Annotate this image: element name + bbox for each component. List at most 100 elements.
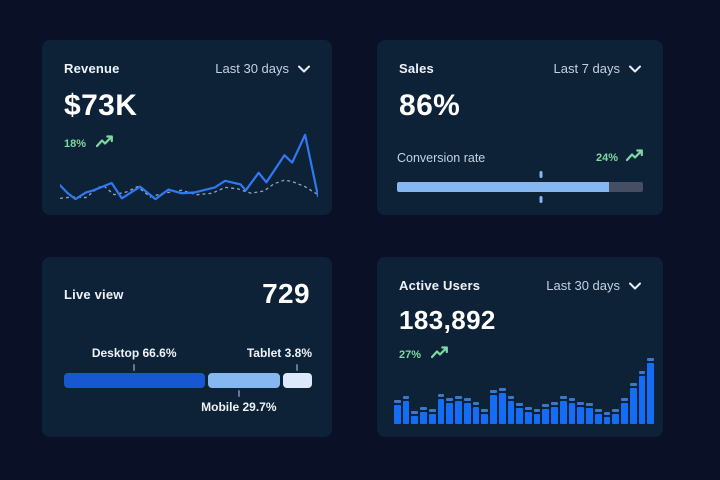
live-view-card: Live view 729 Desktop 66.6% Tablet 3.8% … — [42, 257, 332, 437]
user-bar — [455, 396, 462, 424]
user-bar-body — [577, 406, 585, 424]
user-bar — [472, 401, 480, 424]
user-bar-body — [559, 400, 567, 424]
user-bar-body — [516, 407, 524, 424]
user-bar-body — [428, 413, 436, 424]
device-segment-tablet — [282, 373, 312, 388]
user-bar-cap — [428, 408, 436, 412]
trend-up-icon — [625, 149, 643, 167]
active-users-period-label: Last 30 days — [546, 278, 620, 293]
user-bar — [394, 399, 401, 424]
user-bar-cap — [507, 395, 515, 399]
active-users-card: Active Users Last 30 days 183,892 27% — [377, 257, 663, 437]
user-bar — [638, 371, 646, 424]
user-bar-body — [498, 392, 506, 424]
user-bar-body — [594, 414, 602, 424]
live-view-title: Live view — [64, 286, 124, 302]
user-bar-cap — [638, 371, 646, 375]
user-bar — [420, 406, 427, 424]
user-bar-body — [612, 413, 620, 424]
user-bar-cap — [647, 358, 655, 361]
user-bar-cap — [394, 399, 401, 403]
user-bar-body — [603, 417, 611, 424]
segment-label-tablet: Tablet 3.8% — [246, 346, 312, 360]
user-bar-body — [481, 414, 489, 424]
user-bar-body — [437, 398, 445, 424]
user-bar-cap — [621, 397, 628, 401]
device-split-bottom-ticks — [64, 390, 312, 397]
conversion-progress-fill — [397, 182, 609, 192]
active-users-period-dropdown[interactable]: Last 30 days — [546, 278, 641, 293]
user-bar-body — [621, 402, 628, 424]
sales-change-percent: 24% — [595, 152, 618, 164]
user-bar-cap — [568, 398, 576, 402]
user-bar-cap — [420, 406, 427, 410]
user-bar-body — [568, 403, 576, 424]
user-bar-cap — [446, 398, 454, 402]
user-bar — [428, 408, 436, 424]
sales-conversion-section: Conversion rate 24% — [397, 149, 643, 203]
user-bar — [551, 401, 558, 424]
user-bar-cap — [533, 408, 541, 412]
conversion-progress-zone — [397, 171, 643, 203]
active-users-change-badge: 27% — [377, 346, 663, 364]
user-bar-cap — [629, 383, 637, 387]
user-bar-body — [420, 411, 427, 424]
user-bar-cap — [542, 403, 550, 407]
user-bar-cap — [472, 401, 480, 405]
active-users-value: 183,892 — [399, 305, 496, 335]
user-bar — [507, 395, 515, 424]
user-bar-body — [551, 406, 558, 424]
revenue-card: Revenue Last 30 days $73K 18% — [42, 40, 332, 215]
user-bar-cap — [612, 408, 620, 412]
user-bar-body — [490, 395, 497, 424]
user-bar-body — [629, 388, 637, 424]
progress-marker-bottom — [539, 196, 543, 203]
active-users-card-header: Active Users Last 30 days — [377, 257, 663, 293]
user-bar — [498, 387, 506, 424]
user-bar — [533, 408, 541, 424]
chevron-down-icon — [629, 282, 641, 290]
user-bar — [490, 390, 497, 424]
revenue-card-header: Revenue Last 30 days — [42, 40, 332, 76]
user-bar-cap — [551, 401, 558, 405]
revenue-period-label: Last 30 days — [215, 61, 289, 76]
device-split-top-labels: Desktop 66.6% Tablet 3.8% — [64, 346, 312, 361]
user-bar — [577, 401, 585, 424]
user-bar — [594, 409, 602, 424]
revenue-line-chart — [60, 129, 318, 202]
user-bar-cap — [481, 409, 489, 413]
sales-period-label: Last 7 days — [553, 61, 621, 76]
user-bar-body — [394, 404, 401, 424]
user-bar-body — [647, 363, 655, 424]
sales-value: 86% — [399, 89, 461, 122]
revenue-title: Revenue — [64, 61, 120, 76]
user-bar-cap — [559, 395, 567, 399]
mobile-anchor-tick — [237, 390, 240, 397]
user-bar-cap — [586, 402, 593, 406]
user-bar-body — [472, 406, 480, 424]
user-bar-cap — [516, 402, 524, 406]
device-segment-mobile — [208, 373, 280, 388]
user-bar — [516, 402, 524, 424]
user-bar — [402, 396, 410, 424]
user-bar — [647, 358, 655, 424]
conversion-rate-label: Conversion rate — [397, 151, 486, 165]
live-view-value: 729 — [262, 278, 310, 309]
user-bar-cap — [402, 396, 410, 400]
user-bar — [437, 393, 445, 424]
user-bar — [568, 398, 576, 424]
sales-period-dropdown[interactable]: Last 7 days — [553, 61, 641, 76]
user-bar-body — [411, 415, 419, 424]
user-bar — [446, 398, 454, 424]
conversion-progress-track — [397, 182, 643, 192]
revenue-value: $73K — [64, 89, 138, 122]
user-bar-cap — [490, 390, 497, 394]
user-bar — [411, 410, 419, 424]
revenue-period-dropdown[interactable]: Last 30 days — [215, 61, 310, 76]
trend-up-icon — [95, 135, 113, 153]
user-bar — [542, 403, 550, 424]
user-bar-body — [446, 403, 454, 424]
sales-card-header: Sales Last 7 days — [377, 40, 663, 76]
user-bar-cap — [577, 401, 585, 405]
